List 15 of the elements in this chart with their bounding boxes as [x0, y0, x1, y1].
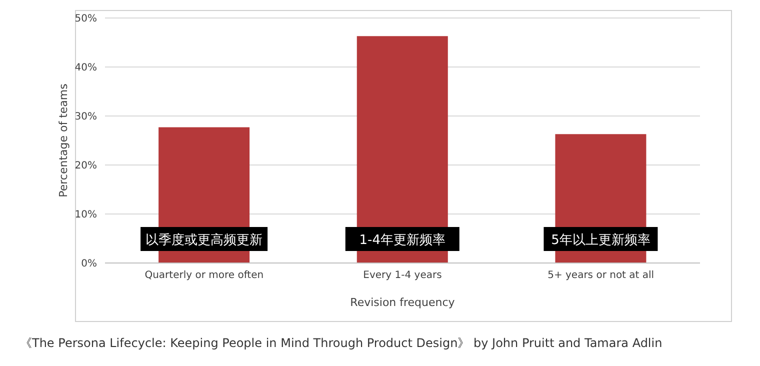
annotation: 5年以上更新频率 [551, 232, 650, 248]
y-tick-label: 10% [74, 210, 97, 221]
y-tick-label: 40% [74, 62, 97, 74]
y-tick-label: 0% [81, 258, 97, 270]
y-tick-label: 20% [74, 160, 97, 172]
annotation: 1-4年更新频率 [359, 232, 446, 248]
x-axis-title: Revision frequency [350, 296, 456, 309]
x-tick-label: 5+ years or not at all [548, 270, 654, 282]
text: 《The Persona Lifecycle: Keeping People in Mind Through Product Design》 by John Pruitt and Tamara Adlin [20, 335, 662, 352]
y-axis-title: Percentage of teams [56, 83, 70, 198]
x-tick-label: Quarterly or more often [144, 270, 264, 282]
y-tick-label: 30% [74, 112, 97, 123]
x-tick-label: Every 1-4 years [363, 270, 442, 282]
y-tick-label: 50% [74, 14, 97, 25]
annotation: 以季度或更高频更新 [146, 232, 263, 248]
